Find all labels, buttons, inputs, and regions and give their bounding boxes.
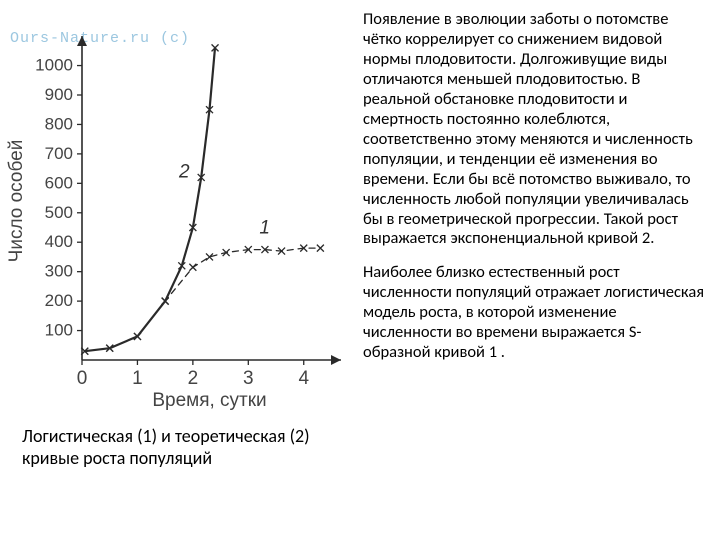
paragraph-1: Появление в эволюции заботы о потомстве …: [363, 10, 708, 249]
svg-text:1000: 1000: [35, 56, 73, 75]
svg-text:1: 1: [132, 368, 143, 389]
svg-text:400: 400: [45, 232, 73, 251]
svg-text:3: 3: [243, 368, 254, 389]
svg-text:200: 200: [45, 291, 73, 310]
svg-text:100: 100: [45, 321, 73, 340]
right-column: Появление в эволюции заботы о потомстве …: [355, 0, 720, 540]
svg-text:700: 700: [45, 144, 73, 163]
svg-text:Число особей: Число особей: [6, 140, 27, 263]
svg-text:300: 300: [45, 262, 73, 281]
chart-caption: Логистическая (1) и теоретическая (2) кр…: [4, 426, 351, 470]
svg-text:0: 0: [77, 368, 88, 389]
svg-text:600: 600: [45, 173, 73, 192]
svg-text:2: 2: [178, 161, 190, 182]
svg-text:4: 4: [298, 368, 309, 389]
svg-text:Время, сутки: Время, сутки: [152, 390, 266, 411]
growth-chart: 100 200 300 400 500 600 700 800 900 1000 0 1 2 3 4 Врем…: [4, 22, 349, 412]
svg-text:2: 2: [188, 368, 199, 389]
svg-text:800: 800: [45, 114, 73, 133]
paragraph-2: Наиболее близко естественный рост числен…: [363, 263, 708, 363]
svg-text:900: 900: [45, 85, 73, 104]
left-column: 100 200 300 400 500 600 700 800 900 1000 0 1 2 3 4 Врем…: [0, 0, 355, 540]
svg-text:1: 1: [259, 217, 270, 238]
svg-text:500: 500: [45, 203, 73, 222]
